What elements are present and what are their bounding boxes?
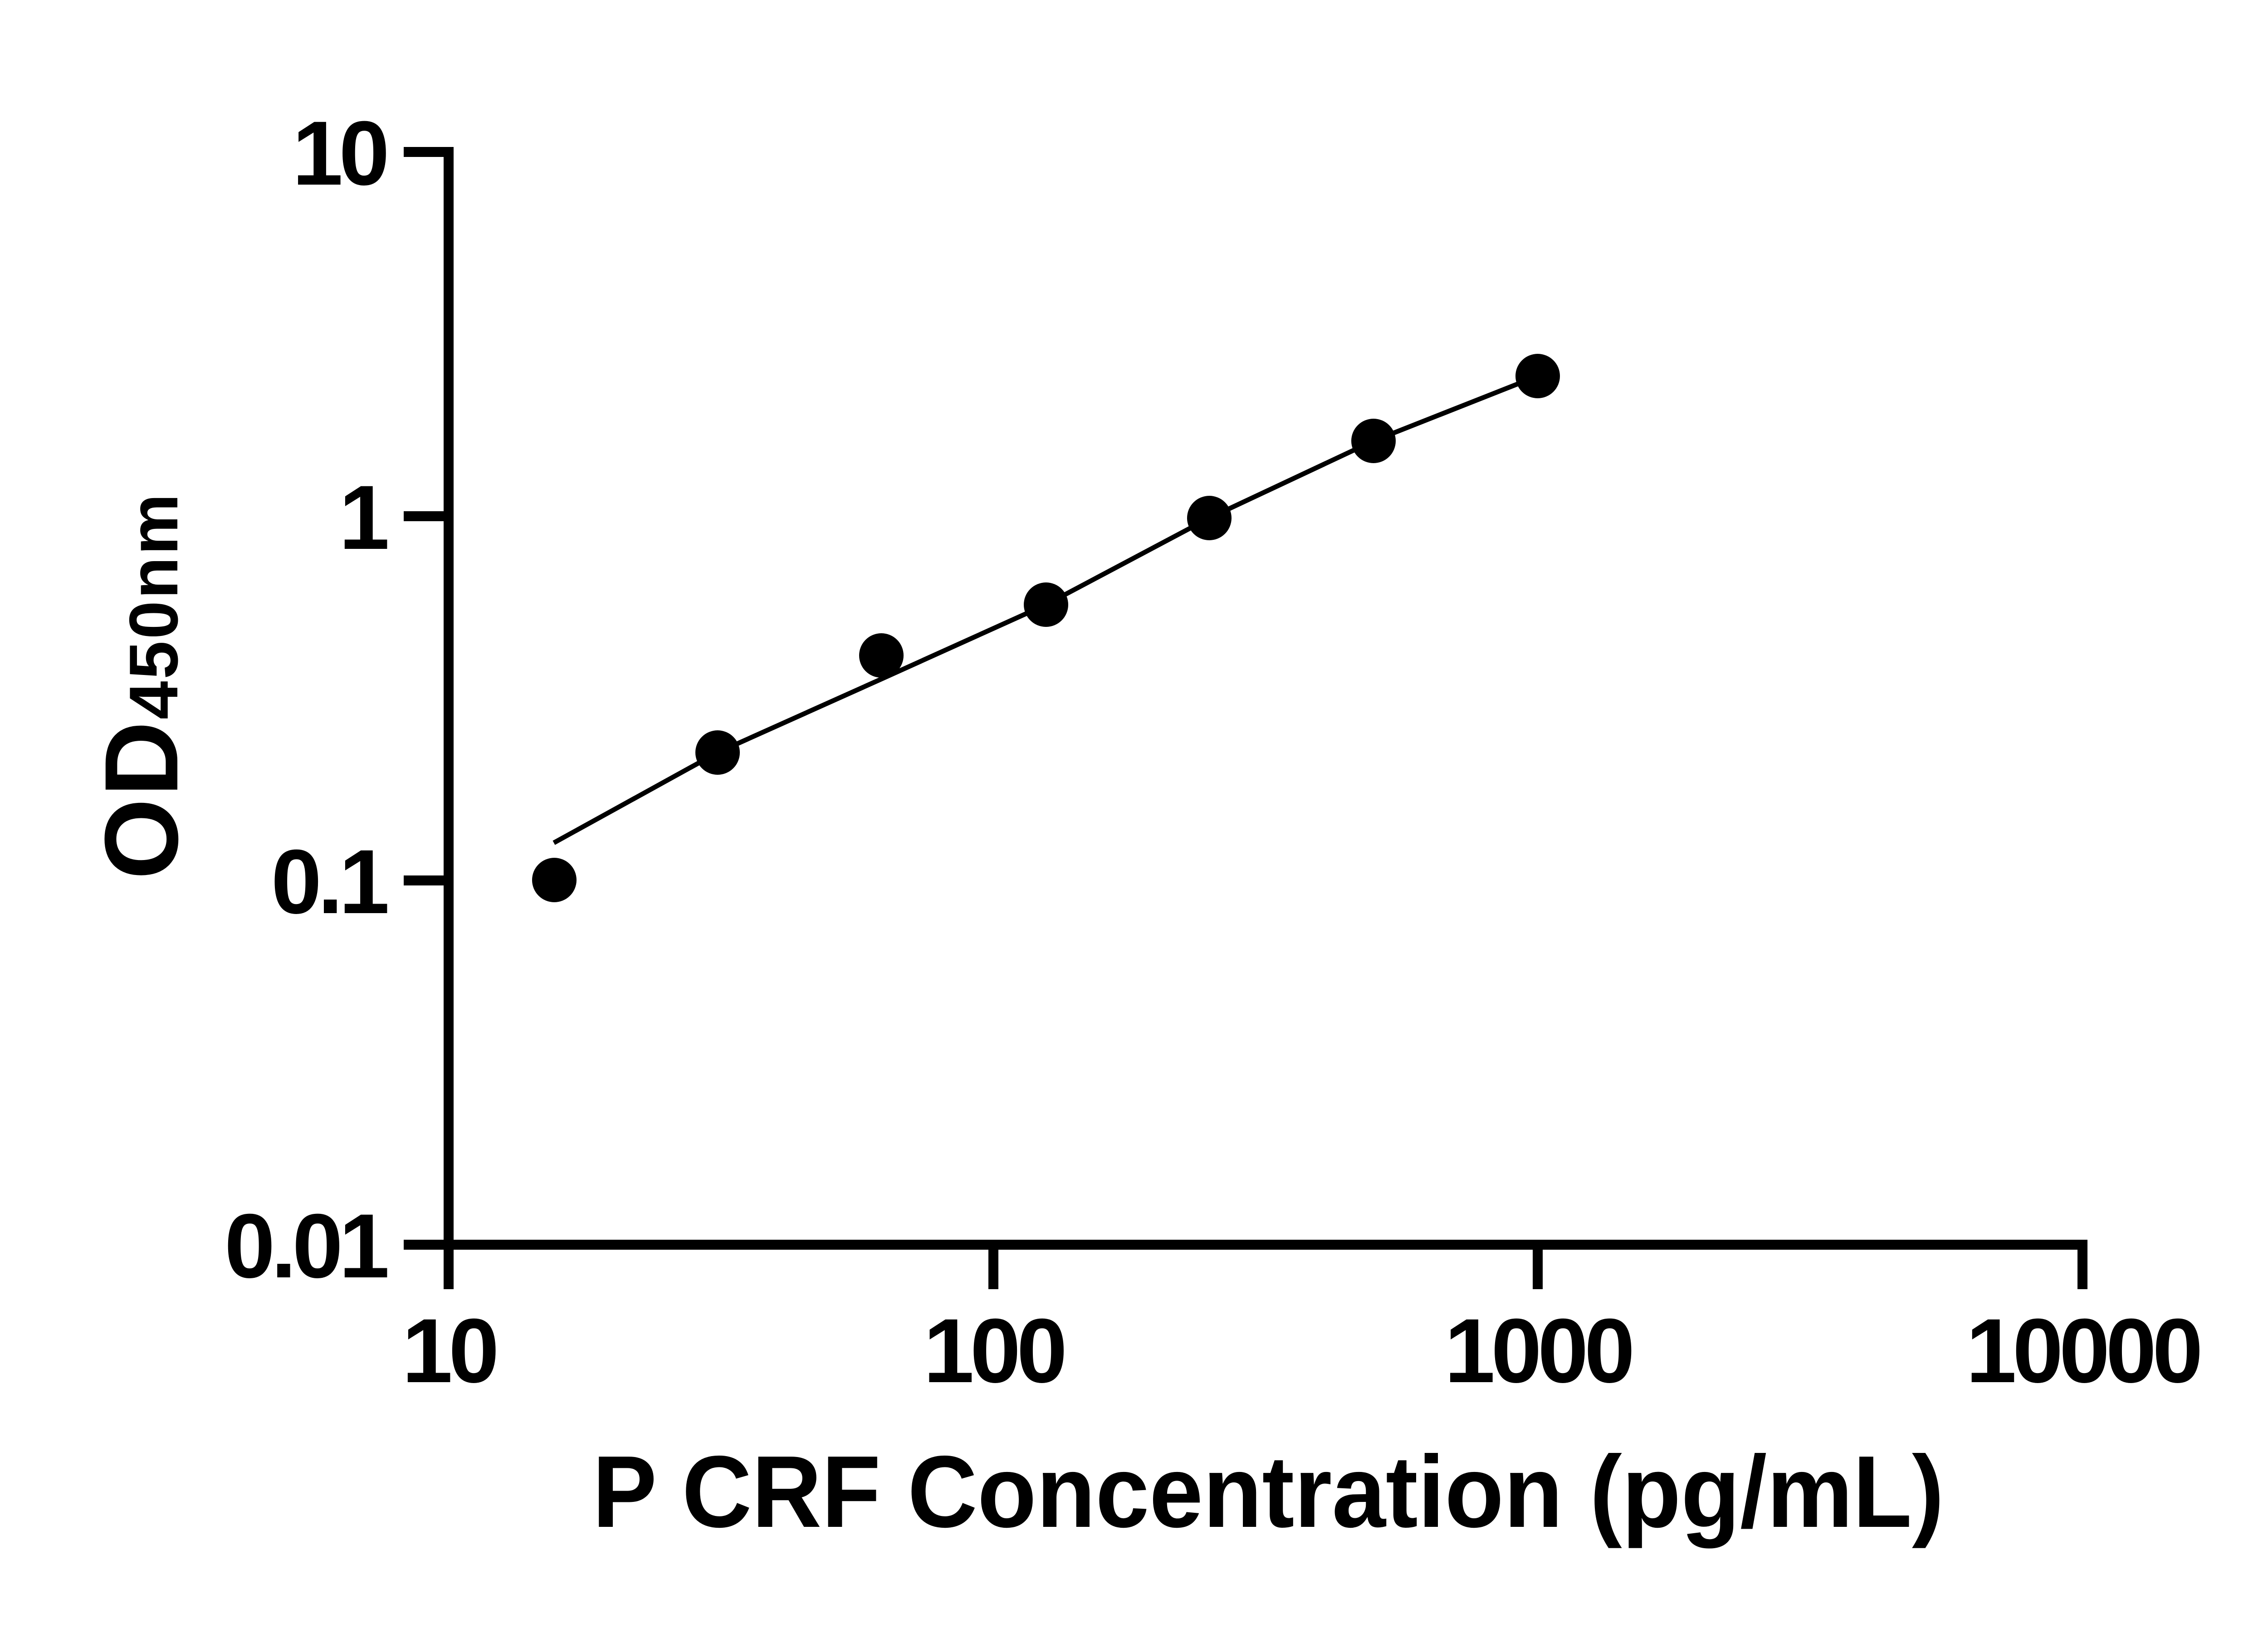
svg-text:0.01: 0.01 <box>225 1195 387 1297</box>
svg-text:1000: 1000 <box>1444 1300 1631 1402</box>
svg-text:0.1: 0.1 <box>271 831 388 933</box>
svg-text:10: 10 <box>402 1300 496 1402</box>
svg-text:10000: 10000 <box>1966 1300 2200 1402</box>
svg-text:P CRF Concentration (pg/mL): P CRF Concentration (pg/mL) <box>592 1434 1944 1549</box>
svg-text:1: 1 <box>339 466 387 568</box>
svg-text:100: 100 <box>924 1300 1064 1402</box>
svg-text:10: 10 <box>292 102 386 204</box>
